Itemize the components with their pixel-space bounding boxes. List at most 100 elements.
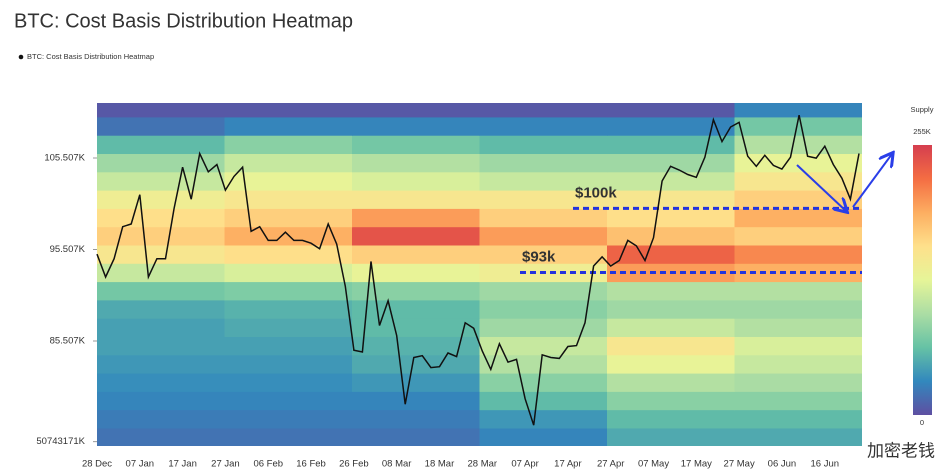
heat-cell: [224, 244, 353, 264]
heat-cell: [224, 299, 353, 319]
heat-cell: [479, 135, 608, 155]
heat-cell: [224, 135, 353, 155]
x-tick-label: 18 Mar: [425, 459, 455, 470]
heat-cell: [352, 299, 480, 319]
heat-cell: [734, 336, 862, 356]
heat-cell: [97, 263, 225, 283]
heat-cell: [352, 427, 480, 446]
heat-cell: [607, 103, 735, 118]
heat-cell: [479, 153, 608, 173]
heat-cell: [607, 226, 735, 246]
heat-cell: [479, 281, 608, 301]
y-tick-label: 50743171K: [36, 436, 85, 447]
x-tick-label: 27 Jan: [211, 459, 240, 470]
heat-cell: [97, 281, 225, 301]
heat-cell: [352, 244, 480, 264]
heat-cell: [479, 354, 608, 374]
heat-cell: [607, 373, 735, 392]
annotation-label: $93k: [522, 248, 556, 265]
heat-cell: [734, 208, 862, 228]
x-tick-label: 26 Feb: [339, 459, 369, 470]
x-tick-label: 07 Jan: [126, 459, 155, 470]
x-tick-label: 06 Feb: [253, 459, 283, 470]
heat-cell: [224, 153, 353, 173]
x-tick-label: 27 May: [724, 459, 755, 470]
x-tick-label: 06 Jun: [768, 459, 797, 470]
heat-cell: [224, 373, 353, 392]
heat-cell: [607, 135, 735, 155]
heatmap: [97, 103, 862, 446]
heat-cell: [479, 190, 608, 209]
heat-cell: [479, 391, 608, 411]
heat-cell: [479, 226, 608, 246]
heat-cell: [479, 427, 608, 446]
colorbar-title: Supply: [911, 105, 934, 114]
heat-cell: [734, 409, 862, 429]
heat-cell: [352, 171, 480, 191]
heat-cell: [734, 116, 862, 136]
heat-cell: [734, 281, 862, 301]
heat-cell: [224, 409, 353, 429]
heat-cell: [224, 208, 353, 228]
y-tick-label: 85.507K: [50, 336, 86, 347]
heat-cell: [734, 318, 862, 337]
heat-cell: [352, 103, 480, 118]
heat-cell: [734, 299, 862, 319]
heat-cell: [97, 336, 225, 356]
heat-cell: [607, 244, 735, 264]
colorbar-tick-label: 255K: [913, 127, 931, 136]
heat-cell: [352, 208, 480, 228]
heat-cell: [352, 373, 480, 392]
heat-cell: [224, 391, 353, 411]
heat-cell: [97, 354, 225, 374]
heat-cell: [607, 391, 735, 411]
heat-cell: [97, 244, 225, 264]
x-tick-label: 07 Apr: [511, 459, 538, 470]
x-tick-label: 17 Apr: [554, 459, 581, 470]
heat-cell: [97, 103, 225, 118]
x-tick-label: 16 Jun: [810, 459, 839, 470]
heat-cell: [97, 208, 225, 228]
heat-cell: [479, 244, 608, 264]
x-tick-label: 16 Feb: [296, 459, 326, 470]
heat-cell: [352, 409, 480, 429]
heat-cell: [224, 281, 353, 301]
heat-cell: [352, 190, 480, 209]
heat-cell: [479, 103, 608, 118]
heat-cell: [352, 336, 480, 356]
heat-cell: [97, 373, 225, 392]
heat-cell: [224, 171, 353, 191]
heat-cell: [352, 153, 480, 173]
x-tick-label: 28 Dec: [82, 459, 112, 470]
heat-cell: [352, 318, 480, 337]
legend-label: BTC: Cost Basis Distribution Heatmap: [27, 52, 154, 61]
chart-title: BTC: Cost Basis Distribution Heatmap: [14, 10, 353, 32]
heat-cell: [352, 135, 480, 155]
heat-cell: [607, 171, 735, 191]
heat-cell: [607, 354, 735, 374]
heat-cell: [352, 354, 480, 374]
heat-cell: [734, 263, 862, 283]
heat-cell: [352, 391, 480, 411]
heat-cell: [352, 116, 480, 136]
price-line: [96, 114, 860, 426]
heat-cell: [479, 373, 608, 392]
arrow: [796, 164, 846, 211]
colorbar: [913, 145, 932, 415]
legend-dot: [18, 54, 24, 60]
heat-cell: [97, 153, 225, 173]
annotation-label: $100k: [575, 184, 617, 201]
heat-cell: [607, 318, 735, 337]
colorbar-tick-label: 0: [920, 418, 924, 427]
heat-cell: [479, 208, 608, 228]
x-tick-label: 08 Mar: [382, 459, 412, 470]
heat-cell: [224, 318, 353, 337]
heat-cell: [97, 226, 225, 246]
heat-cell: [97, 190, 225, 209]
x-tick-label: 17 May: [681, 459, 712, 470]
heat-cell: [734, 135, 862, 155]
heat-cell: [607, 281, 735, 301]
heat-cell: [607, 427, 735, 446]
heat-cell: [97, 299, 225, 319]
heat-cell: [97, 409, 225, 429]
